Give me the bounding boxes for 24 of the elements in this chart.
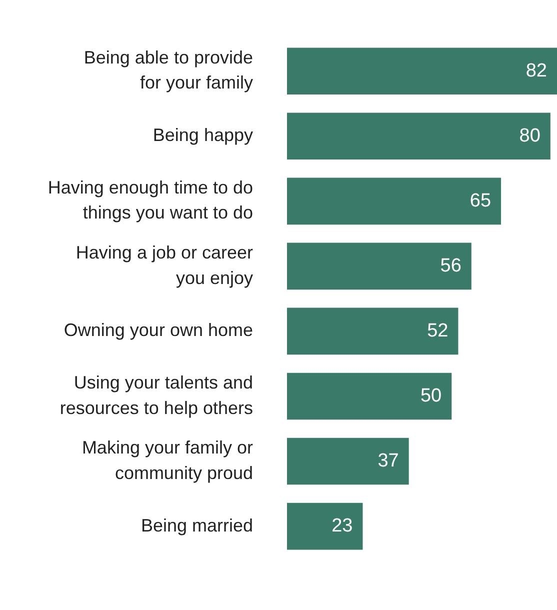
data-label: 23 (332, 516, 353, 537)
data-label: 37 (378, 450, 399, 472)
bar (287, 178, 502, 225)
bar (287, 502, 363, 550)
y-tick-label: Having a job or career you enjoy (76, 242, 254, 288)
bar (287, 242, 472, 290)
y-tick-label: Being able to provide for your family (84, 47, 253, 93)
bar (287, 48, 557, 95)
data-label: 80 (519, 125, 540, 146)
data-label: 50 (420, 385, 442, 406)
data-label: 82 (526, 60, 547, 82)
data-label: 56 (440, 255, 462, 276)
y-tick-label: Being married (140, 515, 253, 536)
data-label: 65 (470, 190, 492, 212)
y-tick-label: Owning your own home (64, 320, 253, 340)
y-tick-label: Using your talents and resources to help others (60, 372, 253, 418)
y-tick-label: Having enough time to do things you want to do (48, 178, 253, 223)
bar (287, 438, 409, 485)
bar (287, 112, 550, 160)
bar (287, 372, 452, 420)
y-tick-label: Making your family or community proud (82, 438, 253, 483)
y-tick-label: Being happy (152, 125, 253, 146)
data-label: 52 (427, 320, 448, 342)
bar (287, 308, 458, 355)
